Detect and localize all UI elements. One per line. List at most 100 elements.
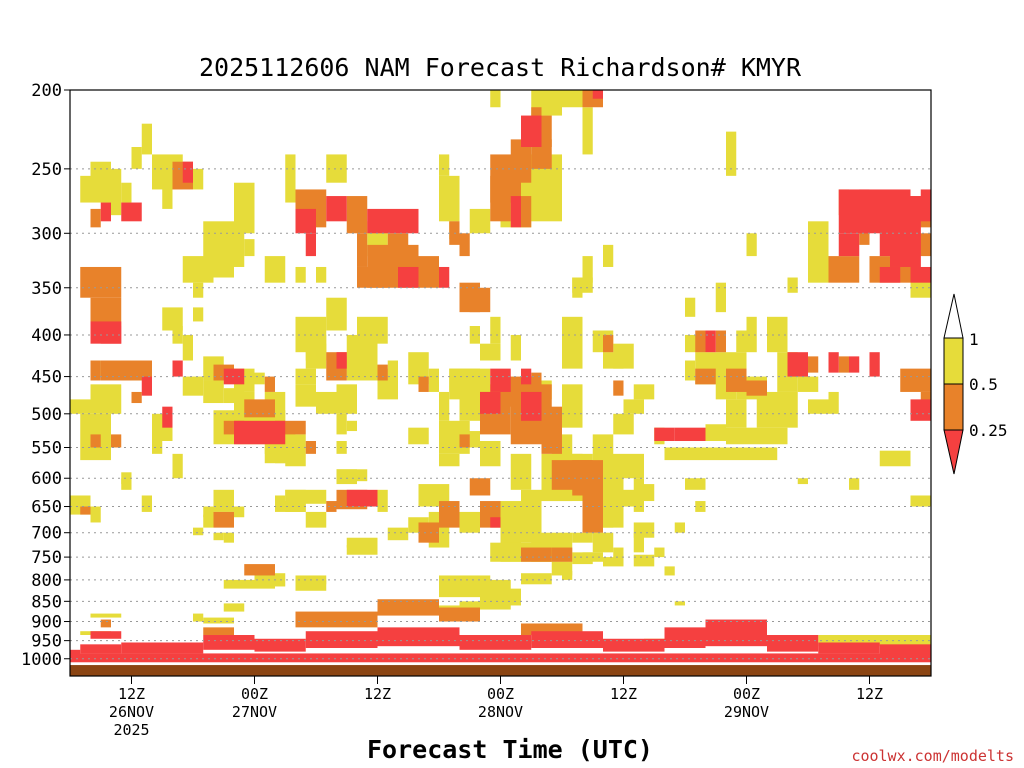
ri-cell-low-180 — [121, 202, 142, 222]
ri-cell-high-6 — [162, 182, 173, 209]
ri-cell-high-22 — [623, 489, 644, 507]
ri-cell-high-96 — [654, 547, 665, 558]
ri-cell-high-47 — [439, 453, 460, 467]
ri-cell-high-42 — [613, 413, 634, 435]
ri-cell-high-6 — [346, 545, 378, 555]
ri-cell-low-148 — [377, 627, 460, 647]
ri-cell-high-22 — [439, 154, 450, 176]
ri-cell-high-142 — [305, 511, 327, 528]
ri-cell-mid-65 — [244, 564, 275, 576]
ri-cell-high-99 — [562, 316, 583, 369]
ri-cell-low-179 — [172, 360, 183, 377]
ri-cell-high-19 — [500, 501, 542, 543]
ri-cell-high-125 — [797, 478, 808, 485]
ri-cell-high-25 — [264, 447, 296, 464]
ri-cell-mid-97 — [695, 330, 706, 353]
colorbar-bin-mid — [943, 383, 964, 431]
ri-cell-mid-139 — [828, 256, 860, 283]
ri-cell-high-8 — [572, 552, 593, 565]
ri-cell-low-172 — [849, 356, 860, 373]
ri-cell-high-0 — [80, 175, 91, 203]
ri-cell-low-186 — [367, 208, 419, 234]
ri-cell-low-200 — [838, 233, 860, 257]
ri-cell-mid-125 — [459, 233, 470, 257]
ri-cell-mid-121 — [418, 256, 439, 288]
ri-cell-high-21 — [469, 208, 491, 234]
ri-cell-high-25 — [490, 90, 501, 108]
ri-cell-high-14 — [264, 256, 286, 283]
ri-cell-mid-86 — [377, 364, 388, 381]
ri-cell-high-12 — [121, 478, 132, 490]
ri-cell-high-11 — [213, 250, 234, 278]
ri-cell-low-188 — [439, 266, 450, 288]
ri-cell-mid-109 — [121, 360, 152, 381]
ri-cell-mid-100 — [726, 368, 747, 392]
ri-cell-high-41 — [182, 334, 193, 361]
ri-cell-high-138 — [121, 472, 132, 485]
ri-cell-high-40 — [193, 307, 204, 322]
ri-cell-high-18 — [459, 511, 480, 533]
ri-cell-mid-102 — [838, 356, 849, 373]
ri-cell-high-14 — [285, 489, 327, 504]
ri-cell-high-68 — [203, 514, 214, 528]
x-tick-label-0-2: 2025 — [113, 721, 149, 739]
ri-cell-high-10 — [193, 282, 204, 298]
ri-cell-mid-87 — [418, 376, 429, 392]
ri-cell-low-185 — [326, 196, 347, 222]
x-tick-label-6-0: 12Z — [856, 685, 883, 703]
ri-cell-high-2 — [111, 168, 122, 216]
ri-cell-mid-92 — [531, 372, 542, 396]
ri-cell-high-110 — [664, 447, 685, 461]
ri-cell-mid-74 — [469, 478, 491, 496]
ri-cell-high-140 — [213, 489, 234, 512]
y-tick-label-450: 450 — [31, 368, 62, 388]
ri-cell-high-9 — [182, 256, 214, 283]
ri-cell-high-42 — [182, 376, 204, 396]
ri-cell-low-162 — [336, 352, 347, 369]
y-tick-label-950: 950 — [31, 632, 62, 652]
ri-cell-high-41 — [592, 434, 614, 467]
ri-cell-high-60 — [346, 420, 357, 432]
ri-cell-low-191 — [592, 90, 603, 99]
ri-cell-mid-84 — [264, 376, 275, 392]
x-tick-label-1-0: 00Z — [241, 685, 268, 703]
ri-cell-mid-60 — [377, 599, 439, 616]
ri-cell-high-77 — [428, 368, 439, 392]
colorbar-label-0.25: 0.25 — [969, 421, 1008, 440]
ri-cell-low-178 — [162, 406, 173, 428]
ri-cell-low-152 — [664, 627, 706, 648]
x-tick-label-3-0: 00Z — [487, 685, 514, 703]
ri-cell-low-146 — [254, 638, 306, 652]
ground-surface — [70, 665, 931, 676]
y-tick-label-200: 200 — [31, 81, 62, 101]
ri-cell-high-16 — [295, 266, 306, 283]
x-tick-label-1-1: 27NOV — [232, 703, 277, 721]
ri-cell-mid-94 — [613, 380, 624, 396]
ri-cell-high-49 — [305, 343, 327, 369]
ri-cell-mid-105 — [80, 266, 122, 298]
ri-cell-high-31 — [726, 131, 737, 176]
ri-cell-high-144 — [223, 532, 234, 543]
ri-cell-high-67 — [234, 506, 245, 518]
y-tick-label-500: 500 — [31, 405, 62, 425]
ri-cell-high-117 — [685, 447, 706, 461]
ri-cell-mid-117 — [357, 233, 368, 267]
y-tick-label-1000: 1000 — [21, 650, 62, 670]
colorbar-label-0.5: 0.5 — [969, 375, 998, 394]
ri-cell-high-98 — [674, 601, 685, 606]
ri-cell-high-46 — [90, 384, 122, 414]
ri-cell-high-16 — [336, 469, 368, 482]
ri-cell-mid-58 — [203, 627, 234, 636]
ri-cell-high-135 — [141, 495, 152, 512]
ri-cell-mid-69 — [213, 511, 234, 528]
ri-cell-low-170 — [787, 352, 808, 377]
ri-cell-mid-61 — [439, 607, 480, 622]
ri-cell-high-36 — [746, 233, 757, 257]
ri-cell-high-108 — [603, 453, 624, 512]
colorbar-label-1: 1 — [969, 330, 979, 349]
ri-cell-high-56 — [121, 182, 132, 203]
ri-cell-low-164 — [490, 368, 511, 392]
ri-cell-high-23 — [633, 522, 655, 538]
y-tick-label-550: 550 — [31, 438, 62, 458]
